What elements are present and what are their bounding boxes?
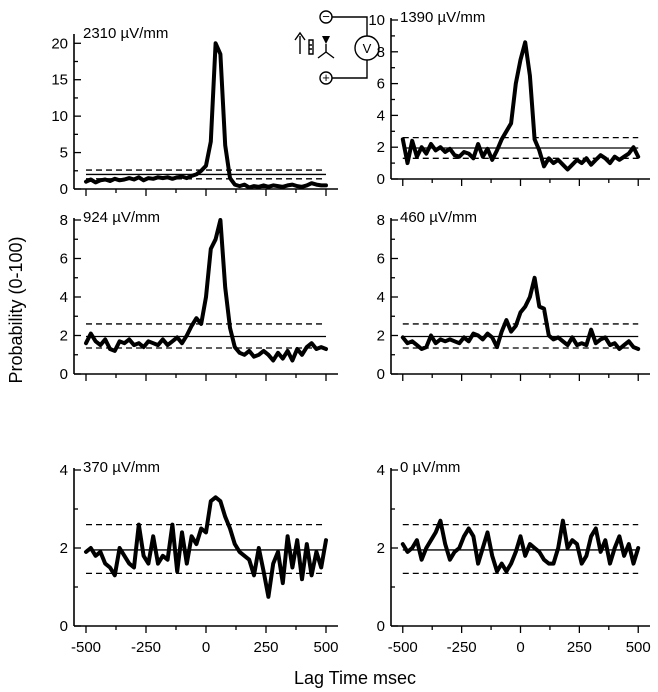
probability-series [400,275,641,351]
y-tick-label: 4 [377,289,385,306]
y-tick-label: 2 [60,328,68,345]
svg-text:V: V [363,41,372,56]
y-tick-label: 4 [60,462,68,479]
x-tick-label: 250 [253,639,278,656]
y-tick-label: 2 [60,540,68,557]
probability-series [84,495,328,599]
y-tick-label: 4 [377,107,385,124]
field-arrow-icon [294,31,314,55]
y-axis-label: Probability (0-100) [6,236,26,383]
y-tick-label: 10 [368,12,385,29]
y-tick-label: 15 [51,72,68,89]
svg-text:−: − [322,9,330,24]
panel-6: 0 2 4 -500 -250 0 250 500 0 µV/mm [377,459,651,656]
panel-2: 0 2 4 6 8 10 1390 µV/mm [368,9,650,188]
x-axis-label: Lag Time msec [294,668,416,688]
neuron-icon [317,36,335,59]
panel-label: 924 µV/mm [83,209,160,226]
panel-label: 1390 µV/mm [400,9,485,26]
y-tick-label: 8 [377,44,385,61]
voltmeter-icon: V [354,35,380,61]
x-tick-label: 500 [313,639,338,656]
probability-series [400,518,641,574]
x-tick-label: 0 [516,639,524,656]
probability-series [84,41,328,190]
svg-text:+: + [322,70,330,85]
positive-electrode-icon: + [319,70,333,85]
panel-3: 0 2 4 6 8 924 µV/mm [60,209,338,383]
probability-series [400,40,641,172]
y-tick-label: 0 [377,171,385,188]
x-tick-label: 0 [202,639,210,656]
y-tick-label: 6 [377,76,385,93]
y-tick-label: 2 [377,540,385,557]
y-tick-label: 0 [60,181,68,198]
y-tick-label: 20 [51,35,68,52]
y-tick-label: 2 [377,328,385,345]
panel-5: 0 2 4 -500 -250 0 250 500 370 µV/mm [60,459,339,656]
x-tick-label: -500 [388,639,418,656]
y-tick-label: 0 [60,618,68,635]
x-tick-label: 250 [567,639,592,656]
electrode-schematic-inset: − + V [294,9,380,85]
y-tick-label: 0 [60,366,68,383]
panel-label: 2310 µV/mm [83,25,168,42]
panel-label: 460 µV/mm [400,209,477,226]
negative-electrode-icon: − [319,9,333,24]
panel-label: 0 µV/mm [400,459,460,476]
panel-label: 370 µV/mm [83,459,160,476]
y-tick-label: 6 [377,251,385,268]
probability-series [84,218,328,363]
y-tick-label: 2 [377,139,385,156]
y-tick-label: 4 [60,289,68,306]
y-tick-label: 8 [377,212,385,229]
x-tick-label: -500 [71,639,101,656]
x-tick-label: -250 [447,639,477,656]
panel-1: 0 5 10 15 20 2310 µV/mm [51,25,338,198]
y-tick-label: 10 [51,108,68,125]
y-tick-label: 4 [377,462,385,479]
y-tick-label: 5 [60,145,68,162]
y-tick-label: 8 [60,212,68,229]
y-tick-label: 0 [377,618,385,635]
panel-4: 0 2 4 6 8 460 µV/mm [377,209,650,383]
wire-icon [332,16,368,79]
y-tick-label: 0 [377,366,385,383]
x-tick-label: 500 [626,639,651,656]
y-tick-label: 6 [60,251,68,268]
x-tick-label: -250 [131,639,161,656]
